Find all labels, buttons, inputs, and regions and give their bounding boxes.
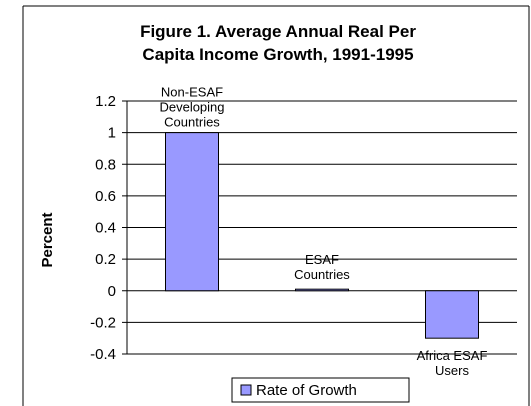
y-tick-label: -0.2 — [90, 314, 116, 331]
y-axis-ticks: 1.2 1 0.8 0.6 0.4 0.2 0 -0.2 -0.4 — [90, 93, 127, 363]
category-label: Non-ESAF — [161, 85, 223, 100]
category-label: ESAF — [305, 252, 339, 267]
y-tick-label: 0.4 — [95, 220, 116, 237]
legend-label: Rate of Growth — [256, 382, 357, 399]
chart-title-line-1: Figure 1. Average Annual Real Per — [140, 22, 416, 41]
category-labels: Non-ESAFDevelopingCountriesESAFCountries… — [159, 85, 487, 379]
legend-box — [231, 377, 410, 403]
y-tick-label: 1.2 — [95, 93, 116, 110]
chart-title-line-2: Capita Income Growth, 1991-1995 — [142, 45, 413, 64]
legend-swatch — [240, 384, 252, 396]
y-axis-label: Percent — [39, 212, 56, 267]
bars — [165, 132, 479, 339]
category-label: Users — [435, 363, 469, 378]
category-label: Countries — [164, 115, 220, 130]
y-tick-label: -0.4 — [90, 346, 116, 363]
category-label: Countries — [294, 267, 350, 282]
y-tick-label: 0.8 — [95, 156, 116, 173]
chart-title: Figure 1. Average Annual Real Per Capita… — [140, 22, 416, 64]
category-label: Developing — [159, 100, 224, 115]
y-tick-label: 0.6 — [95, 188, 116, 205]
bar — [425, 290, 479, 339]
category-label: Africa ESAF — [417, 348, 488, 363]
legend: Rate of Growth — [231, 377, 410, 403]
y-tick-label: 0 — [108, 283, 116, 300]
y-tick-label: 1 — [108, 125, 116, 142]
bar — [295, 288, 349, 292]
y-tick-label: 0.2 — [95, 251, 116, 268]
bar — [165, 132, 219, 292]
